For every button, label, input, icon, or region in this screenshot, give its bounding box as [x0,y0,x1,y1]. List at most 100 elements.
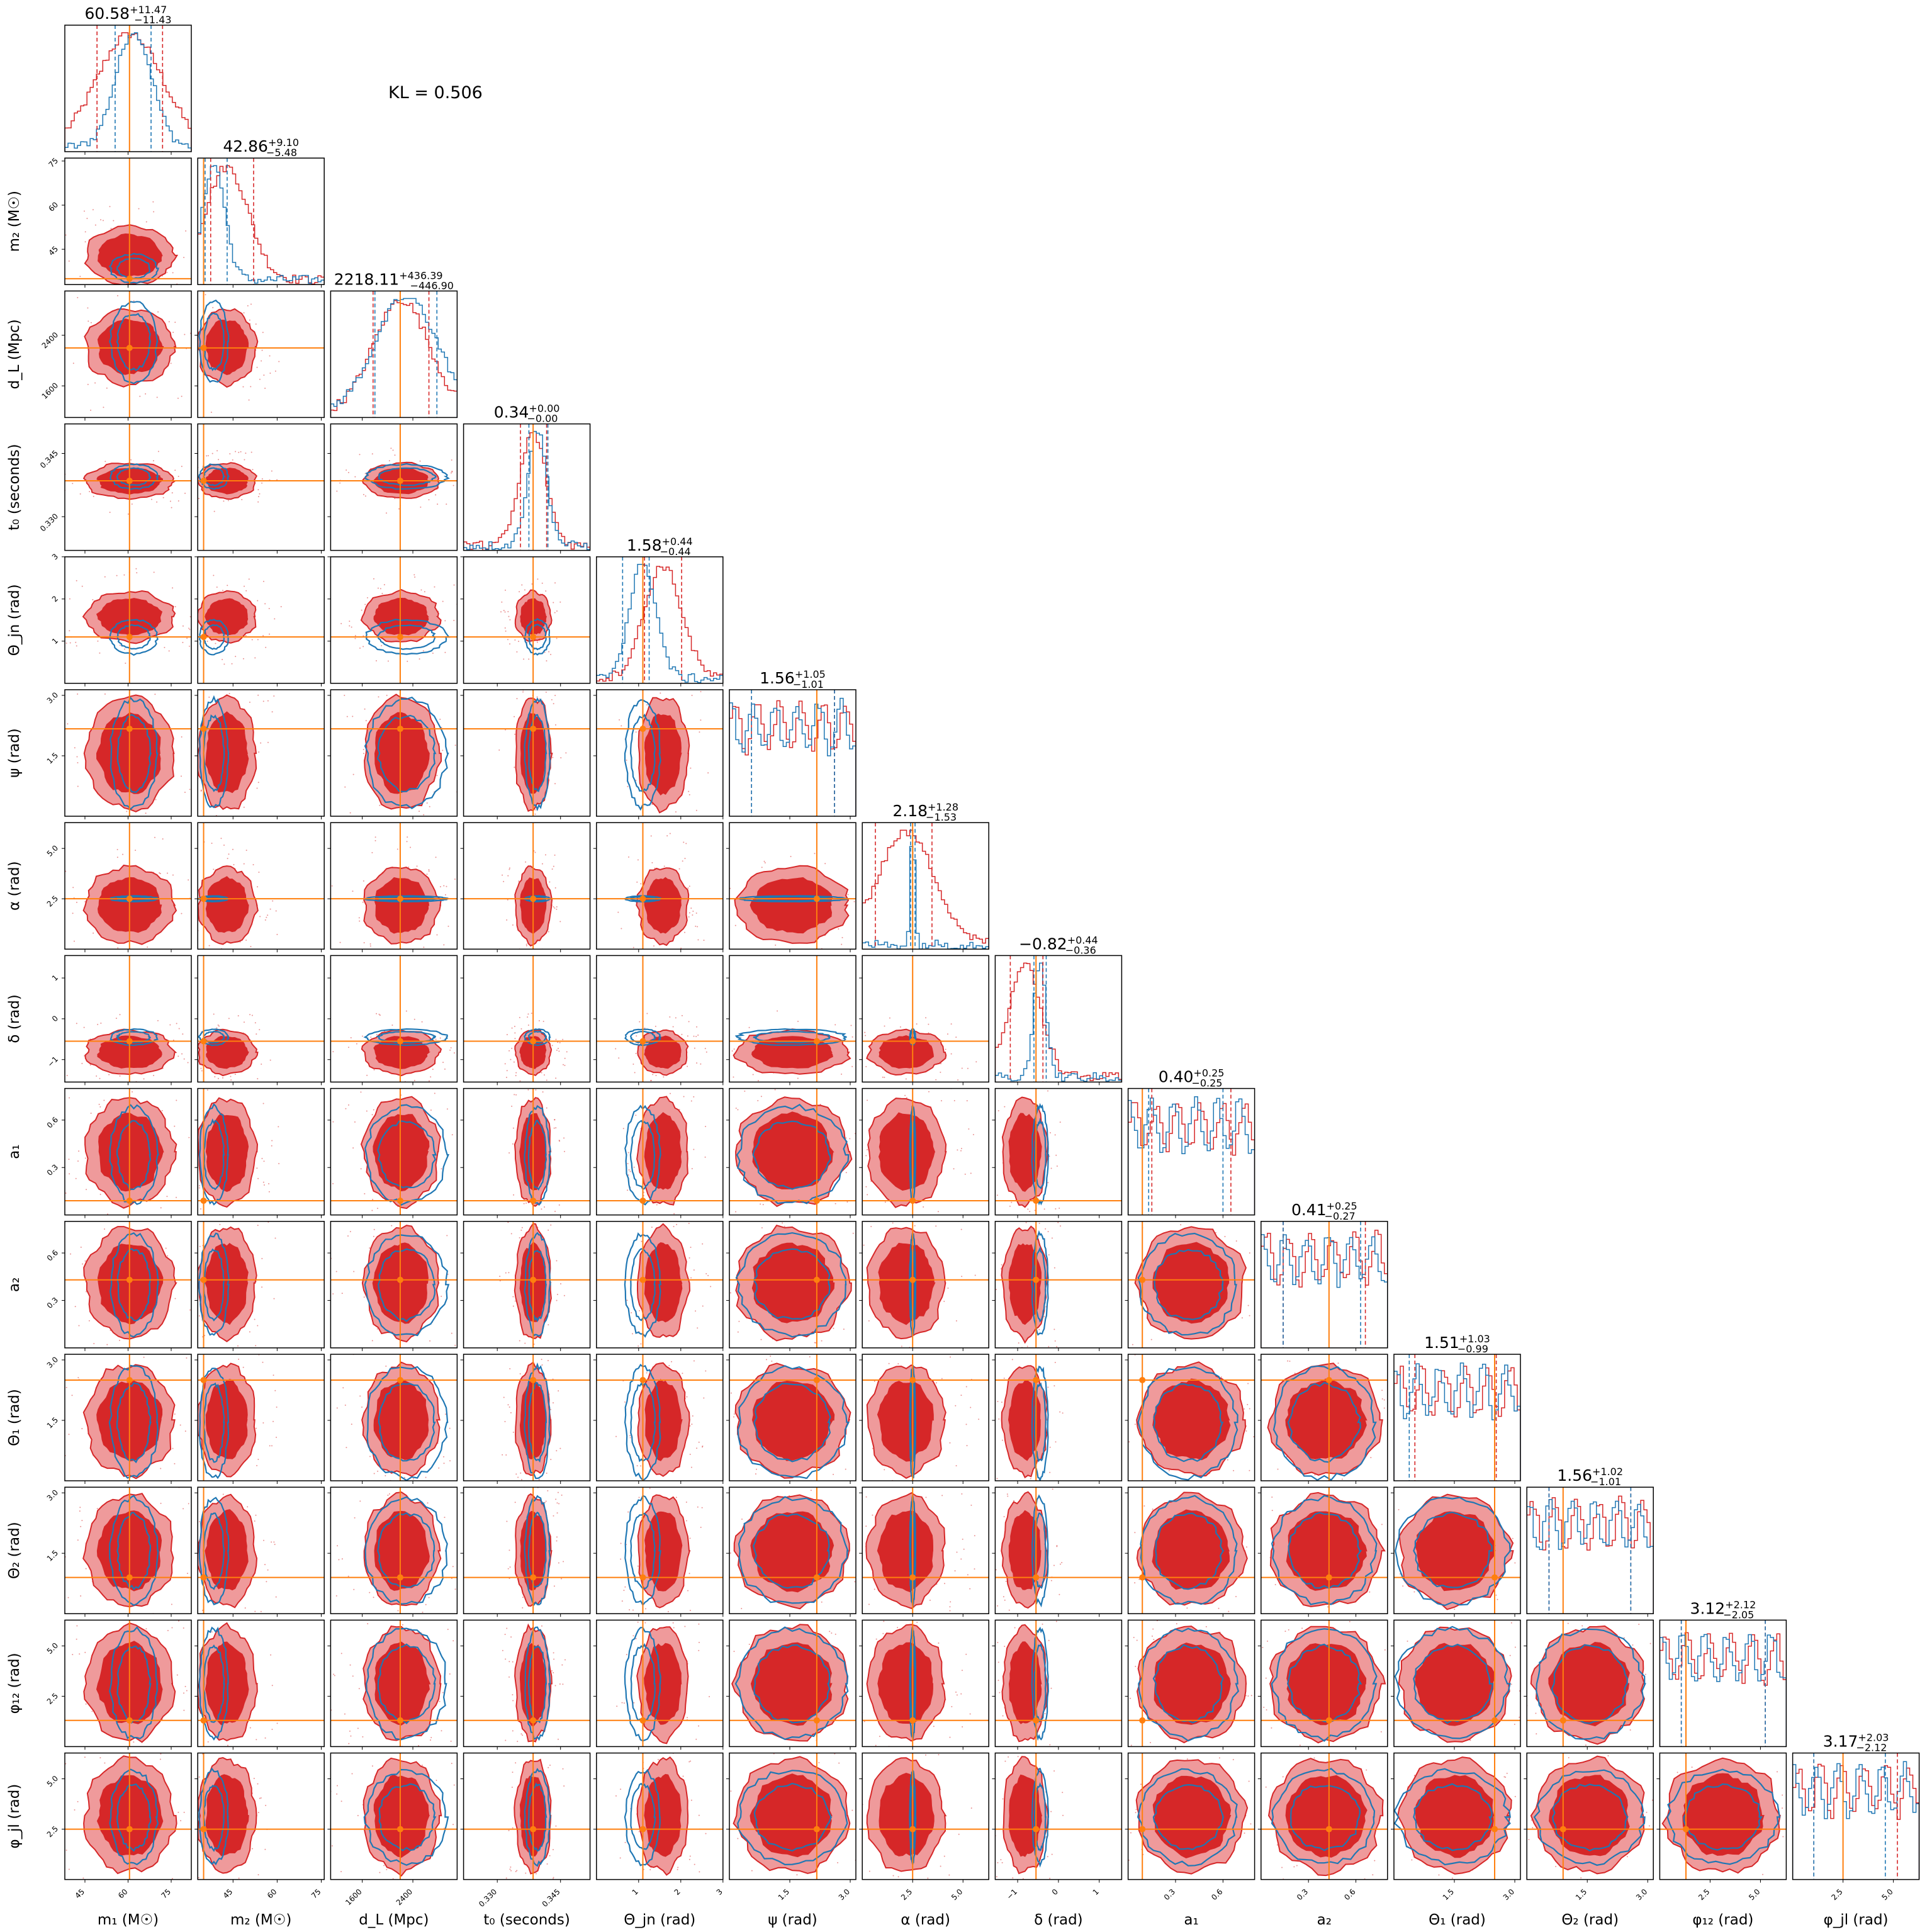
panel-frame [729,1221,856,1349]
sample-point [688,1223,690,1225]
sample-point [363,686,364,687]
sample-point [79,1636,81,1637]
sample-point [87,320,89,322]
sample-point [505,1739,507,1741]
sample-point [514,1502,516,1503]
sample-point [443,885,445,887]
sample-point [865,920,866,921]
truth-point [813,1717,820,1724]
sample-point [1195,1208,1196,1209]
sample-point [258,751,260,753]
sample-point [211,1631,213,1633]
truth-point [126,1276,133,1283]
truth-point [396,726,403,733]
title-minus: −11.43 [134,14,171,26]
sample-point [192,471,193,472]
sample-point [1099,1268,1100,1269]
truth-point [396,478,403,485]
sample-point [390,447,392,449]
sample-point [65,643,67,644]
y-tick-label: 2400 [40,330,60,350]
sample-point [249,1727,251,1729]
sample-point [1130,1697,1132,1699]
truth-point [909,1038,916,1045]
panel-content [463,1210,590,1348]
sample-point [269,372,271,374]
sample-point [1048,1254,1050,1256]
sample-point [681,1014,683,1016]
y-tick-label: 1.5 [45,751,60,765]
sample-point [1004,1106,1006,1108]
panel-content [65,1487,191,1637]
sample-point [192,682,193,683]
panel-content [463,1487,590,1614]
sample-point [765,1359,767,1361]
sample-point [471,1442,472,1444]
sample-point [437,1349,438,1351]
sample-point [89,838,90,839]
sample-point [353,1271,355,1272]
sample-point [687,887,689,889]
sample-point [74,940,76,942]
panel-a2-psi [726,1221,856,1351]
truth-point [530,1376,537,1383]
sample-point [254,1520,256,1522]
panel-frame [197,157,325,285]
sample-point [188,1503,189,1505]
sample-point [178,1028,180,1030]
sample-point [1061,1562,1063,1564]
sample-point [102,220,104,222]
sample-point [196,1416,197,1417]
sample-point [352,1675,354,1677]
sample-point [556,1293,558,1295]
sample-point [443,1358,444,1359]
sample-point [955,1405,957,1407]
sample-point [1218,1607,1220,1609]
contour-approx [205,876,249,933]
sample-point [536,1210,537,1211]
panel-content [729,1354,856,1481]
sample-point [705,1036,707,1038]
sample-point [257,501,259,503]
y-tick-label: 0 [50,1014,60,1023]
contour-reference [199,1368,230,1480]
sample-point [216,1027,218,1029]
sample-point [70,1253,72,1255]
sample-point [841,1073,843,1075]
sample-point [232,848,233,850]
sample-point [705,1370,707,1372]
sample-point [1047,1386,1049,1388]
sample-point [245,635,247,637]
sample-point [403,1476,405,1478]
sample-point [227,585,228,587]
contour-reference [734,1028,847,1046]
panel-content [1107,1354,1255,1481]
sample-point [1107,1400,1108,1401]
sample-point [86,218,88,220]
sample-point [459,1576,460,1578]
panel-a1-t0 [460,1087,591,1218]
sample-point [189,617,190,619]
panel-thetajn-thetajn: 1.58+0.44 −0.44 [596,536,724,687]
sample-point [1042,1344,1043,1345]
sample-point [824,863,826,865]
truth-point [639,1717,646,1724]
sample-point [994,1084,996,1085]
sample-point [690,1277,692,1279]
truth-point [396,634,403,641]
sample-point [360,1168,362,1170]
sample-point [133,854,134,855]
panel-content [196,1354,325,1481]
sample-point [1152,1633,1153,1634]
sample-point [241,1615,242,1617]
sample-point [729,1292,731,1294]
title-minus: −1.01 [1590,1476,1621,1488]
sample-point [639,1310,641,1311]
contour-reference [630,1643,656,1724]
sample-point [165,963,166,965]
sample-point [1017,1334,1018,1335]
sample-point [637,859,639,861]
contour-reference [1033,1512,1047,1589]
panel-theta2-t0 [460,1486,591,1617]
sample-point [428,1597,430,1598]
